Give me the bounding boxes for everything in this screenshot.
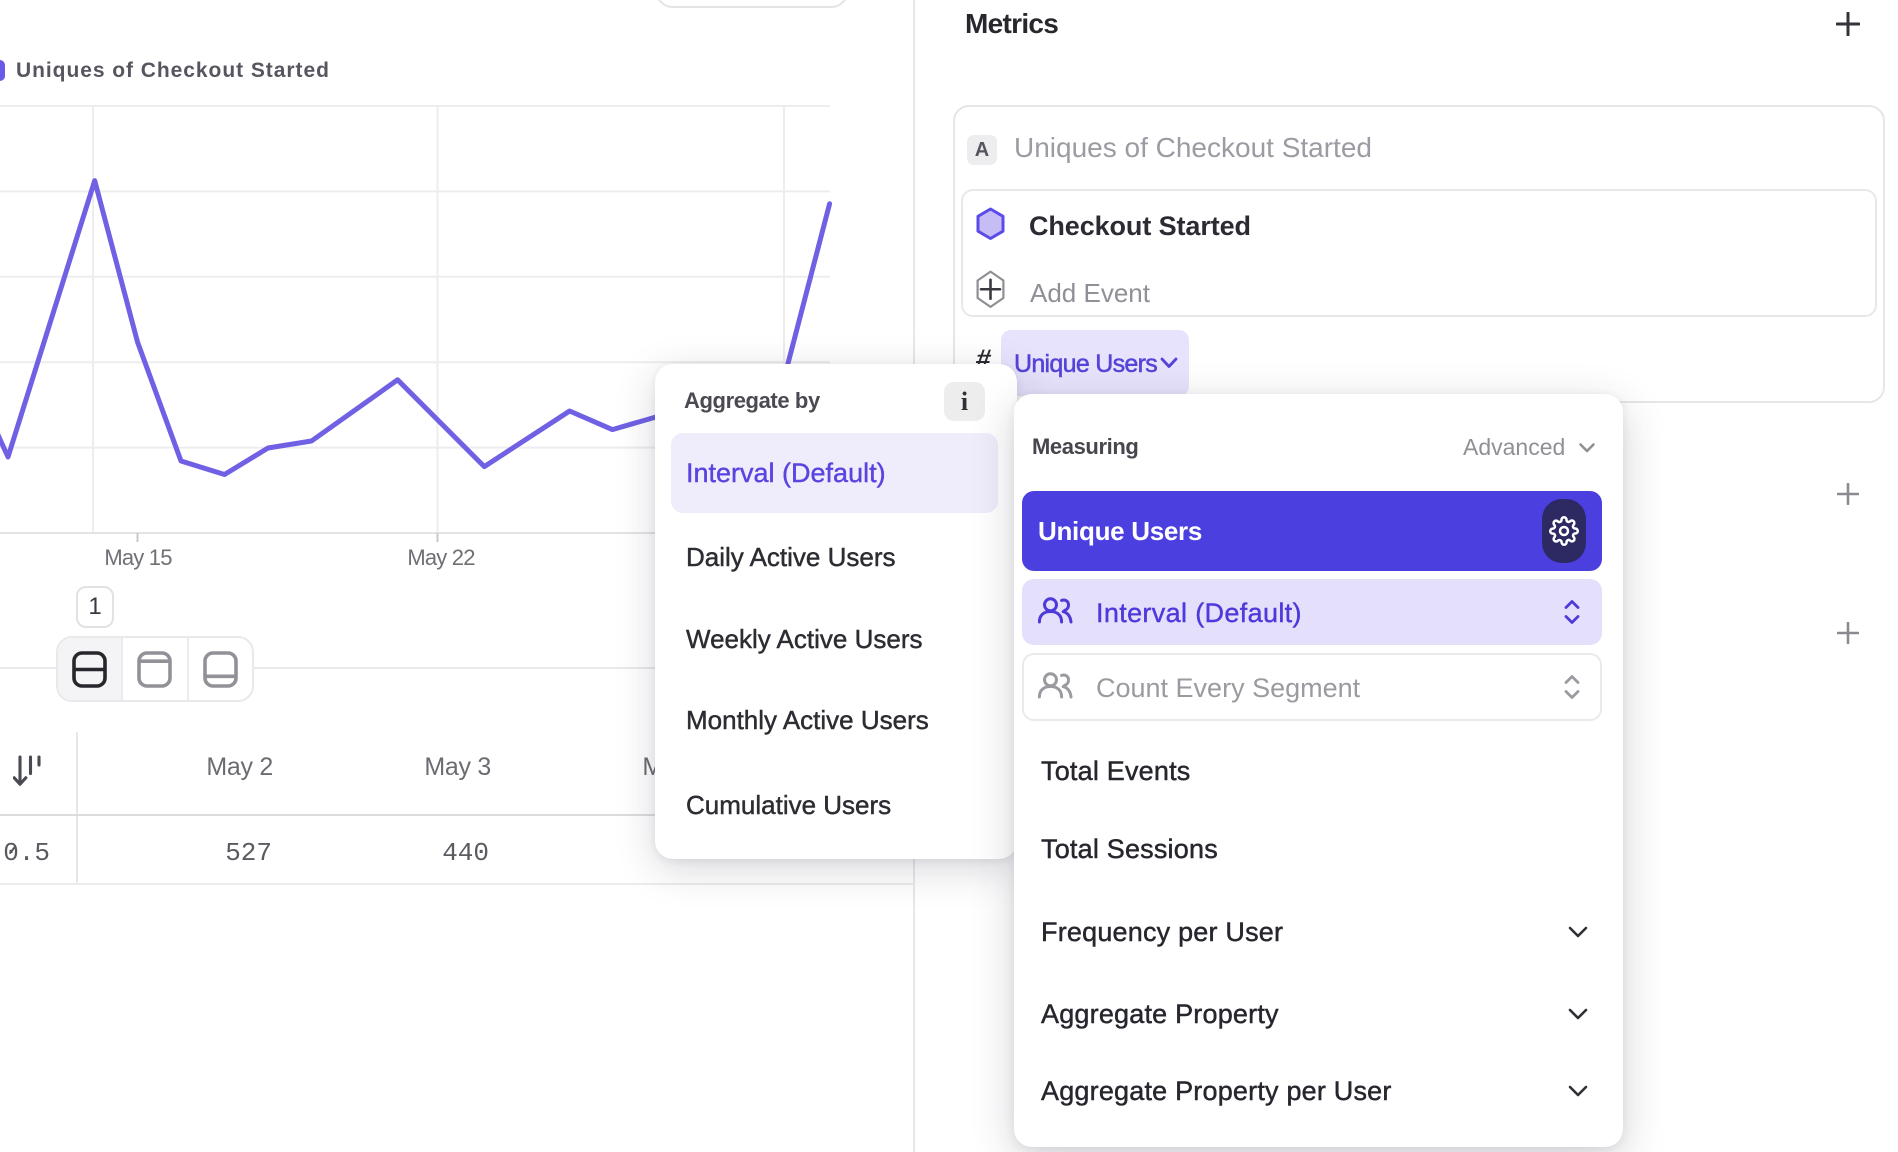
svg-text:May 22: May 22 (407, 545, 475, 570)
svg-text:May 15: May 15 (104, 545, 172, 570)
